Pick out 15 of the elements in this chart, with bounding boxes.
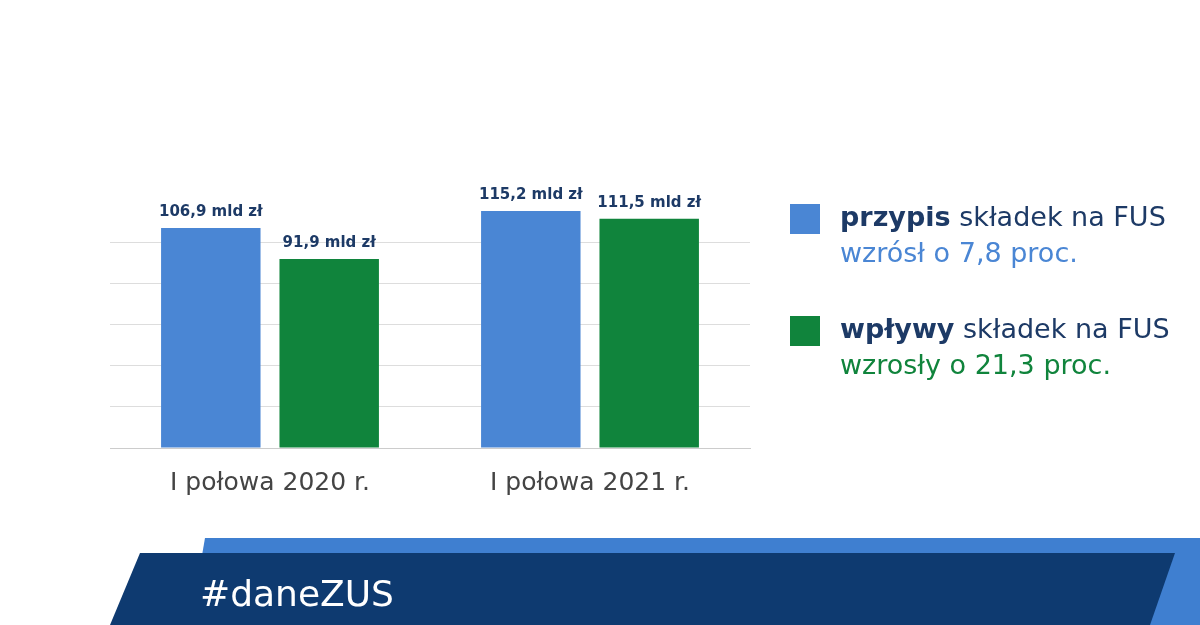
- x-tick-label: I połowa 2021 r.: [489, 466, 691, 496]
- legend-label: wpływy składek na FUS: [840, 312, 1170, 346]
- data-label: 111,5 mld zł: [597, 193, 702, 212]
- text: #daneZUS: [200, 572, 394, 616]
- x-tick-label: I połowa 2020 r.: [169, 466, 371, 496]
- data-label: 106,9 mld zł: [158, 202, 264, 221]
- bar: [481, 211, 581, 448]
- text: wzrosły o 21,3 proc.: [840, 348, 1112, 382]
- bar: [279, 258, 379, 448]
- data-label: 91,9 mld zł: [282, 233, 377, 252]
- legend-label: przypis składek na FUS: [840, 200, 1166, 234]
- data-label: 115,2 mld zł: [478, 185, 584, 204]
- bar: [161, 228, 261, 448]
- bar: [599, 218, 699, 448]
- text: wzrósł o 7,8 proc.: [840, 236, 1079, 270]
